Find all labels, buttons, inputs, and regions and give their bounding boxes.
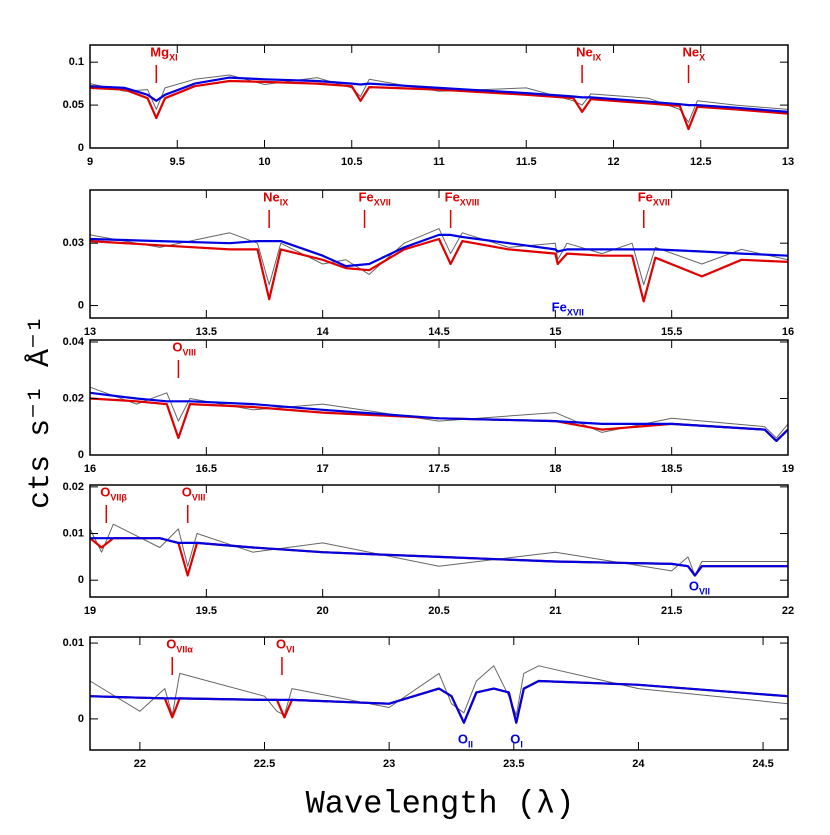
x-tick-label: 21.5 bbox=[661, 605, 682, 617]
spectrum-line bbox=[89, 237, 789, 303]
x-tick-label: 16 bbox=[84, 463, 96, 475]
line-label: O bbox=[166, 636, 176, 651]
line-label: Fe bbox=[359, 189, 374, 204]
spectrum-line bbox=[89, 76, 789, 113]
line-label: Ne bbox=[576, 44, 593, 59]
line-label: O bbox=[172, 339, 182, 354]
line-label-sub: XVIII bbox=[460, 197, 480, 207]
line-label: O bbox=[182, 484, 192, 499]
y-tick-label: 0.01 bbox=[63, 527, 84, 539]
line-label: Fe bbox=[552, 299, 567, 314]
spectrum-line bbox=[90, 537, 788, 577]
x-tick-label: 12 bbox=[607, 156, 619, 168]
line-label-sub: XVII bbox=[567, 307, 584, 317]
panel-frame bbox=[89, 44, 789, 149]
y-tick-label: 0.03 bbox=[63, 237, 84, 249]
line-label: Fe bbox=[445, 189, 460, 204]
x-tick-label: 12.5 bbox=[690, 156, 711, 168]
x-tick-label: 16.5 bbox=[196, 463, 217, 475]
line-label-sub: I bbox=[520, 739, 523, 749]
x-tick-label: 14.5 bbox=[428, 326, 449, 338]
x-tick-label: 9 bbox=[87, 156, 93, 168]
x-tick-label: 11.5 bbox=[516, 156, 537, 168]
spectrum-line bbox=[89, 391, 789, 442]
spectrum-line bbox=[89, 233, 789, 268]
x-tick-label: 9.5 bbox=[170, 156, 185, 168]
x-tick-label: 17 bbox=[317, 463, 329, 475]
line-label: Fe bbox=[638, 189, 653, 204]
y-tick-label: 0 bbox=[78, 574, 84, 586]
x-tick-label: 21 bbox=[549, 605, 561, 617]
x-tick-label: 22 bbox=[134, 758, 146, 770]
line-label: O bbox=[510, 731, 520, 746]
y-tick-label: 0 bbox=[78, 713, 84, 725]
line-label-sub: IX bbox=[593, 52, 602, 62]
x-tick-label: 15.5 bbox=[661, 326, 682, 338]
y-tick-label: 0.04 bbox=[63, 336, 85, 348]
y-tick-label: 0 bbox=[78, 299, 84, 311]
x-tick-label: 18 bbox=[549, 463, 561, 475]
line-label-sub: VII bbox=[699, 586, 710, 596]
line-label-sub: VIII bbox=[192, 492, 206, 502]
line-label: O bbox=[689, 578, 699, 593]
x-tick-label: 18.5 bbox=[661, 463, 682, 475]
x-tick-label: 13 bbox=[782, 156, 794, 168]
x-tick-label: 14 bbox=[317, 326, 330, 338]
line-label: Ne bbox=[263, 189, 280, 204]
x-tick-label: 19.5 bbox=[196, 605, 217, 617]
y-tick-label: 0.05 bbox=[63, 99, 84, 111]
line-label-sub: VI bbox=[286, 644, 295, 654]
line-label-sub: X bbox=[699, 52, 705, 62]
spectrum-line bbox=[89, 523, 788, 576]
y-tick-label: 0.02 bbox=[63, 481, 84, 493]
spectrum-line bbox=[89, 665, 789, 716]
x-tick-label: 19 bbox=[84, 605, 96, 617]
line-label: Ne bbox=[683, 44, 700, 59]
line-label-sub: XVII bbox=[653, 197, 670, 207]
spectrum-line bbox=[89, 79, 789, 131]
line-label-sub: VIIβ bbox=[110, 492, 127, 502]
line-label-sub: VIIα bbox=[176, 644, 193, 654]
x-tick-label: 24.5 bbox=[752, 758, 773, 770]
x-tick-label: 23.5 bbox=[503, 758, 524, 770]
y-tick-label: 0 bbox=[78, 449, 84, 461]
x-tick-label: 13 bbox=[84, 326, 96, 338]
line-label: O bbox=[276, 636, 286, 651]
x-tick-label: 16 bbox=[782, 326, 794, 338]
x-tick-label: 22.5 bbox=[254, 758, 275, 770]
x-tick-label: 20.5 bbox=[428, 605, 449, 617]
line-label: O bbox=[100, 484, 110, 499]
line-label-sub: VIII bbox=[183, 347, 197, 357]
x-tick-label: 17.5 bbox=[428, 463, 449, 475]
panel-frame bbox=[89, 636, 789, 751]
x-axis-label: Wavelength (λ) bbox=[306, 785, 575, 822]
y-tick-label: 0.1 bbox=[69, 56, 84, 68]
spectrum-line bbox=[89, 386, 789, 439]
x-tick-label: 11 bbox=[433, 156, 445, 168]
line-label-sub: II bbox=[468, 739, 473, 749]
y-tick-label: 0.01 bbox=[63, 637, 84, 649]
x-tick-label: 23 bbox=[383, 758, 395, 770]
line-label-sub: IX bbox=[280, 197, 289, 207]
spectrum-line bbox=[89, 679, 789, 724]
x-tick-label: 15 bbox=[549, 326, 561, 338]
line-label: Mg bbox=[150, 44, 169, 59]
x-tick-label: 24 bbox=[632, 758, 645, 770]
y-tick-label: 0.02 bbox=[63, 392, 84, 404]
x-tick-label: 10.5 bbox=[341, 156, 362, 168]
x-tick-label: 13.5 bbox=[196, 326, 217, 338]
x-tick-label: 10 bbox=[258, 156, 270, 168]
x-tick-label: 19 bbox=[782, 463, 794, 475]
line-label-sub: XVII bbox=[374, 197, 391, 207]
y-tick-label: 0 bbox=[78, 142, 84, 154]
panel-frame bbox=[89, 189, 789, 319]
line-label-sub: XI bbox=[169, 52, 178, 62]
x-tick-label: 20 bbox=[317, 605, 329, 617]
x-tick-label: 22 bbox=[782, 605, 794, 617]
y-axis-label: cts s⁻¹ Å⁻¹ bbox=[24, 315, 58, 509]
spectrum-line bbox=[89, 228, 789, 286]
line-label: O bbox=[458, 731, 468, 746]
